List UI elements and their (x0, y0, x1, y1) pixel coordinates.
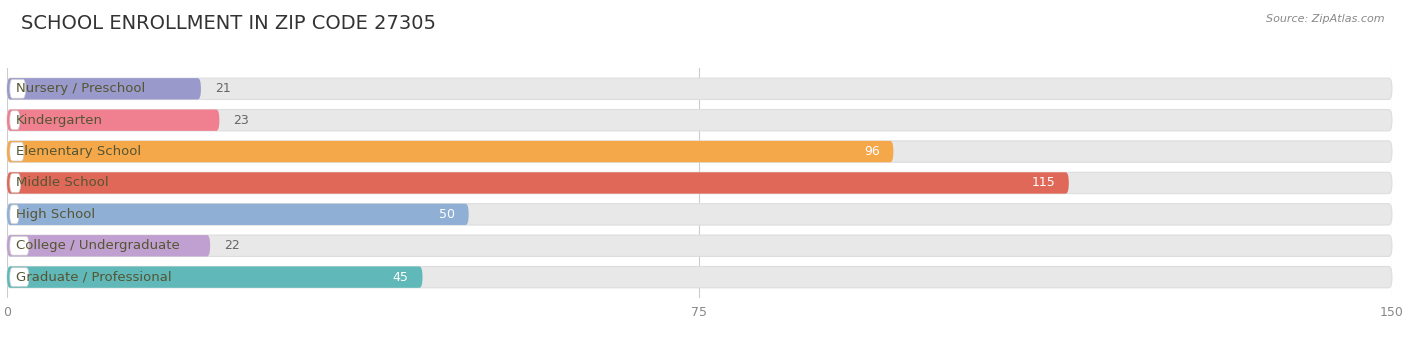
Text: 45: 45 (392, 271, 409, 284)
FancyBboxPatch shape (10, 79, 25, 98)
FancyBboxPatch shape (10, 205, 18, 224)
FancyBboxPatch shape (7, 172, 1392, 194)
Text: High School: High School (15, 208, 96, 221)
Text: Nursery / Preschool: Nursery / Preschool (15, 82, 145, 95)
FancyBboxPatch shape (7, 141, 893, 162)
FancyBboxPatch shape (7, 266, 1392, 288)
Text: 22: 22 (224, 239, 240, 252)
FancyBboxPatch shape (7, 109, 1392, 131)
FancyBboxPatch shape (7, 204, 1392, 225)
FancyBboxPatch shape (7, 204, 468, 225)
Text: 96: 96 (863, 145, 880, 158)
Text: Kindergarten: Kindergarten (15, 114, 103, 127)
Text: 23: 23 (233, 114, 249, 127)
Text: 115: 115 (1031, 176, 1054, 189)
FancyBboxPatch shape (7, 78, 1392, 100)
Text: SCHOOL ENROLLMENT IN ZIP CODE 27305: SCHOOL ENROLLMENT IN ZIP CODE 27305 (21, 14, 436, 33)
FancyBboxPatch shape (10, 173, 21, 193)
Text: 50: 50 (439, 208, 454, 221)
Text: Source: ZipAtlas.com: Source: ZipAtlas.com (1267, 14, 1385, 24)
Text: Middle School: Middle School (15, 176, 108, 189)
FancyBboxPatch shape (7, 78, 201, 100)
Text: Elementary School: Elementary School (15, 145, 141, 158)
FancyBboxPatch shape (7, 172, 1069, 194)
FancyBboxPatch shape (7, 235, 209, 256)
FancyBboxPatch shape (10, 111, 20, 130)
Text: College / Undergraduate: College / Undergraduate (15, 239, 180, 252)
FancyBboxPatch shape (10, 142, 24, 161)
FancyBboxPatch shape (10, 268, 30, 287)
Text: Graduate / Professional: Graduate / Professional (15, 271, 172, 284)
Text: 21: 21 (215, 82, 231, 95)
FancyBboxPatch shape (7, 109, 219, 131)
FancyBboxPatch shape (10, 236, 30, 255)
FancyBboxPatch shape (7, 141, 1392, 162)
FancyBboxPatch shape (7, 235, 1392, 256)
FancyBboxPatch shape (7, 266, 422, 288)
